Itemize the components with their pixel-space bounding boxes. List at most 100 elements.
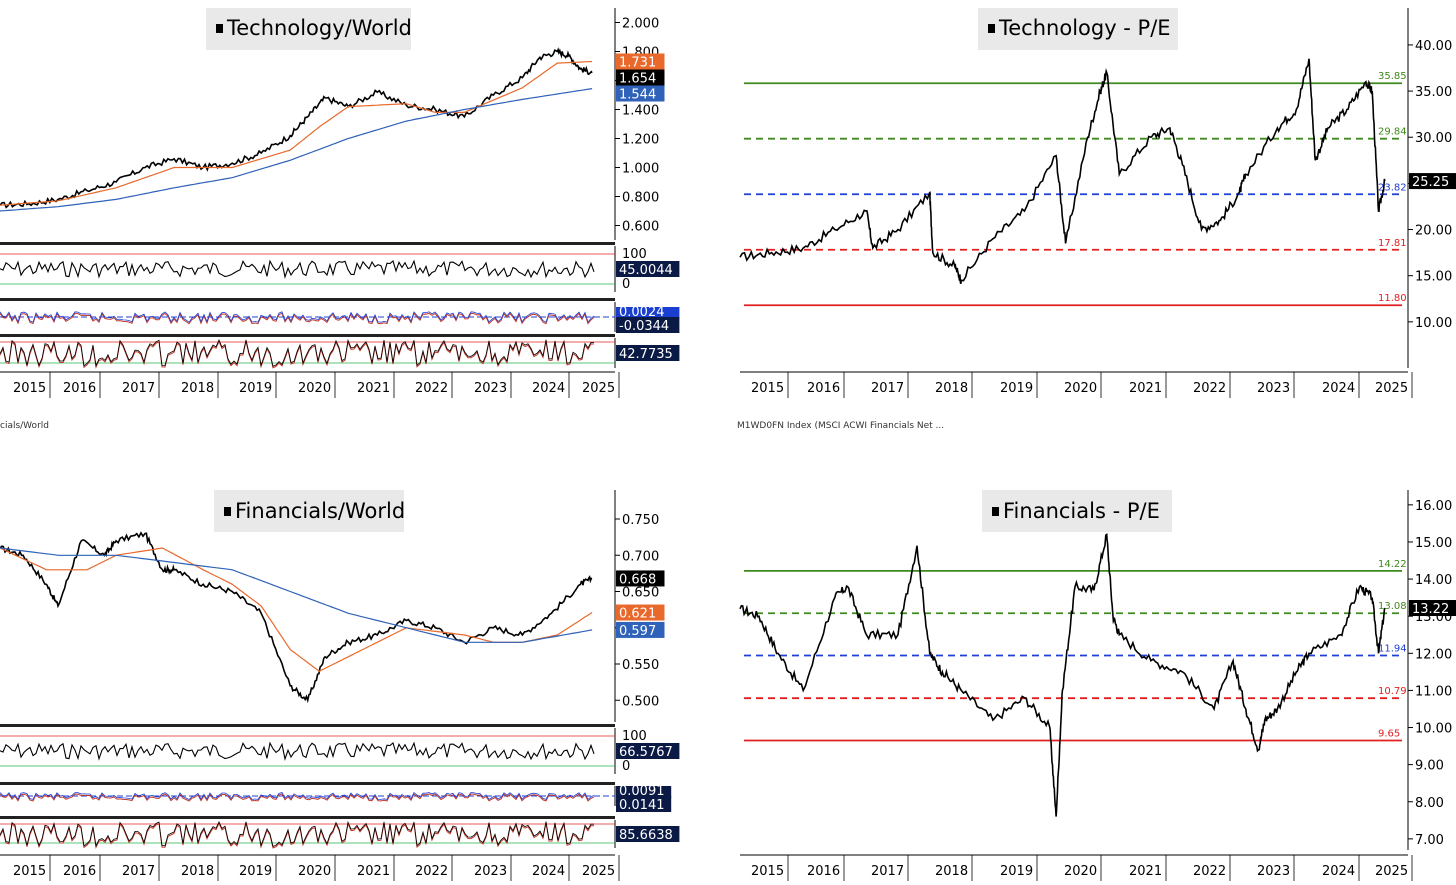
tech_world-x-tick-label: 2016 <box>63 381 96 396</box>
tech_pe-y-tick-label: 15.00 <box>1415 270 1452 285</box>
fin_pe-value-tag <box>1409 600 1456 617</box>
fin_world-subpanel-tag-under <box>616 786 672 798</box>
tech_world-value-tag-label: 1.654 <box>619 72 656 87</box>
fin_world-rsi-line <box>0 741 595 761</box>
tech_pe-y-tick-label: 10.00 <box>1415 316 1452 331</box>
tech_world-x-tick-label: 2020 <box>298 381 331 396</box>
tech_world-y-tick-label: 0.600 <box>622 220 659 235</box>
tech_world-value-tag-label: 1.544 <box>619 88 656 103</box>
tech_world-x-tick-label: 2015 <box>13 381 46 396</box>
fin_pe-ref-line-label: 9.65 <box>1378 729 1400 740</box>
fin_world-x-tick-label: 2023 <box>474 864 507 879</box>
fin_pe-series-pe <box>739 532 1386 817</box>
fin_pe-ref-line-label: 13.08 <box>1378 601 1407 612</box>
tech_world-x-tick-label: 2022 <box>415 381 448 396</box>
fin_world-subpanel-tag-label: 0.0141 <box>619 798 665 813</box>
fin_pe-value-tag-label: 13.22 <box>1412 602 1449 617</box>
tech_world-x-tick-label: 2017 <box>122 381 155 396</box>
tech_world-subpanel-tag-label: 42.7735 <box>619 347 673 362</box>
fin_world-x-tick-label: 2017 <box>122 864 155 879</box>
tech_world-subpanel-tag <box>616 261 680 277</box>
tech_world-value-tag <box>616 85 665 102</box>
tech_pe-x-tick-label: 2023 <box>1257 381 1290 396</box>
fin_world-subpanel-tag <box>616 826 680 842</box>
tech_world-title: Technology/World <box>226 16 412 40</box>
fin_world-series-ratio <box>0 531 593 704</box>
fin_pe-x-tick-label: 2023 <box>1257 864 1290 879</box>
tech_pe-y-tick-label: 35.00 <box>1415 85 1452 100</box>
fin_pe-title-box <box>982 490 1172 532</box>
tech_world-value-tag <box>616 69 665 86</box>
fin_world-y-tick-label: 0.750 <box>622 513 659 528</box>
fin_world-subpanel-separator <box>0 816 615 819</box>
tech_world-subpanel-tag-under <box>616 307 680 319</box>
tech_pe-title-marker <box>988 24 995 33</box>
fin_world-subpanel-tag-label: 85.6638 <box>619 828 673 843</box>
fin_world-y-tick-label: 0.500 <box>622 694 659 709</box>
tech_world-subpanel-tick-label: 100 <box>622 247 647 262</box>
fin_world-subpanel-tag <box>616 796 672 812</box>
tech_world-series-ma_short <box>0 60 593 206</box>
fin_pe-y-tick-label: 14.00 <box>1415 573 1452 588</box>
fin_world-series-ma_short <box>0 547 593 673</box>
fin_world-value-tag <box>616 604 665 621</box>
tech_world-subpanel-tag-under-label: 0.0024 <box>619 305 665 320</box>
tech_world-caption: cials/World <box>0 421 49 431</box>
fin_pe-x-tick-label: 2024 <box>1322 864 1355 879</box>
fin_pe-x-tick-label: 2021 <box>1129 864 1162 879</box>
fin_world-x-tick-label: 2024 <box>532 864 565 879</box>
tech_pe-ref-line-label: 17.81 <box>1378 238 1407 249</box>
tech_world-x-tick-label: 2019 <box>239 381 272 396</box>
fin_pe-x-tick-label: 2019 <box>1000 864 1033 879</box>
tech_pe-x-tick-label: 2015 <box>751 381 784 396</box>
tech_pe-x-tick-label: 2018 <box>935 381 968 396</box>
fin_pe-y-tick-label: 12.00 <box>1415 647 1452 662</box>
fin_world-x-tick-label: 2020 <box>298 864 331 879</box>
fin_world-value-tag-label: 0.668 <box>619 572 656 587</box>
tech_world-y-tick-label: 1.400 <box>622 104 659 119</box>
fin_world-value-tag <box>616 570 665 587</box>
tech_world-value-tag-label: 1.731 <box>619 56 656 71</box>
fin_world-y-tick-label: 0.650 <box>622 586 659 601</box>
tech_pe-x-tick-label: 2024 <box>1322 381 1355 396</box>
tech_world-macd-line <box>0 311 595 323</box>
tech_world-stoch-line <box>0 338 595 367</box>
tech_pe-series-pe <box>739 58 1386 284</box>
fin_pe-y-tick-label: 15.00 <box>1415 536 1452 551</box>
tech_pe-x-tick-label: 2022 <box>1193 381 1226 396</box>
fin_pe-title: Financials - P/E <box>1003 499 1160 523</box>
tech_pe-ref-line-label: 35.85 <box>1378 71 1407 82</box>
tech_pe-x-tick-label: 2025 <box>1375 381 1408 396</box>
fin_world-x-tick-label: 2019 <box>239 864 272 879</box>
fin_pe-y-tick-label: 16.00 <box>1415 499 1452 514</box>
tech_world-title-box <box>206 8 411 50</box>
tech_pe-ref-line-label: 29.84 <box>1378 127 1407 138</box>
tech_pe-y-tick-label: 20.00 <box>1415 224 1452 239</box>
tech_pe-ref-line-label: 23.82 <box>1378 182 1407 193</box>
fin_world-value-tag-label: 0.621 <box>619 607 656 622</box>
tech_pe-caption: M1WD0FN Index (MSCI ACWI Financials Net … <box>737 421 944 431</box>
fin_world-y-tick-label: 0.700 <box>622 549 659 564</box>
tech_pe-value-tag-label: 25.25 <box>1412 175 1449 190</box>
fin_world-subpanel-separator <box>0 724 615 727</box>
tech_world-subpanel-tag-label: -0.0344 <box>619 319 669 334</box>
tech_world-x-tick-label: 2021 <box>357 381 390 396</box>
fin_world-title-box <box>214 490 404 532</box>
fin_pe-y-tick-label: 9.00 <box>1415 759 1444 774</box>
fin_world-macd-line <box>0 791 595 801</box>
tech_pe-x-tick-label: 2016 <box>807 381 840 396</box>
tech_pe-x-tick-label: 2020 <box>1064 381 1097 396</box>
fin_world-subpanel-separator <box>0 782 615 785</box>
tech_pe-ref-line-label: 11.80 <box>1378 293 1407 304</box>
tech_world-series-ma_long <box>0 88 593 212</box>
fin_world-value-tag-label: 0.597 <box>619 624 656 639</box>
tech_world-subpanel-tag <box>616 317 680 333</box>
tech_world-y-tick-label: 1.000 <box>622 162 659 177</box>
fin_pe-y-tick-label: 7.00 <box>1415 833 1444 848</box>
tech_pe-value-tag <box>1409 173 1456 190</box>
fin_world-x-tick-label: 2021 <box>357 864 390 879</box>
fin_pe-x-tick-label: 2015 <box>751 864 784 879</box>
fin_world-stoch-line <box>0 820 595 848</box>
tech_world-title-marker <box>216 24 223 33</box>
